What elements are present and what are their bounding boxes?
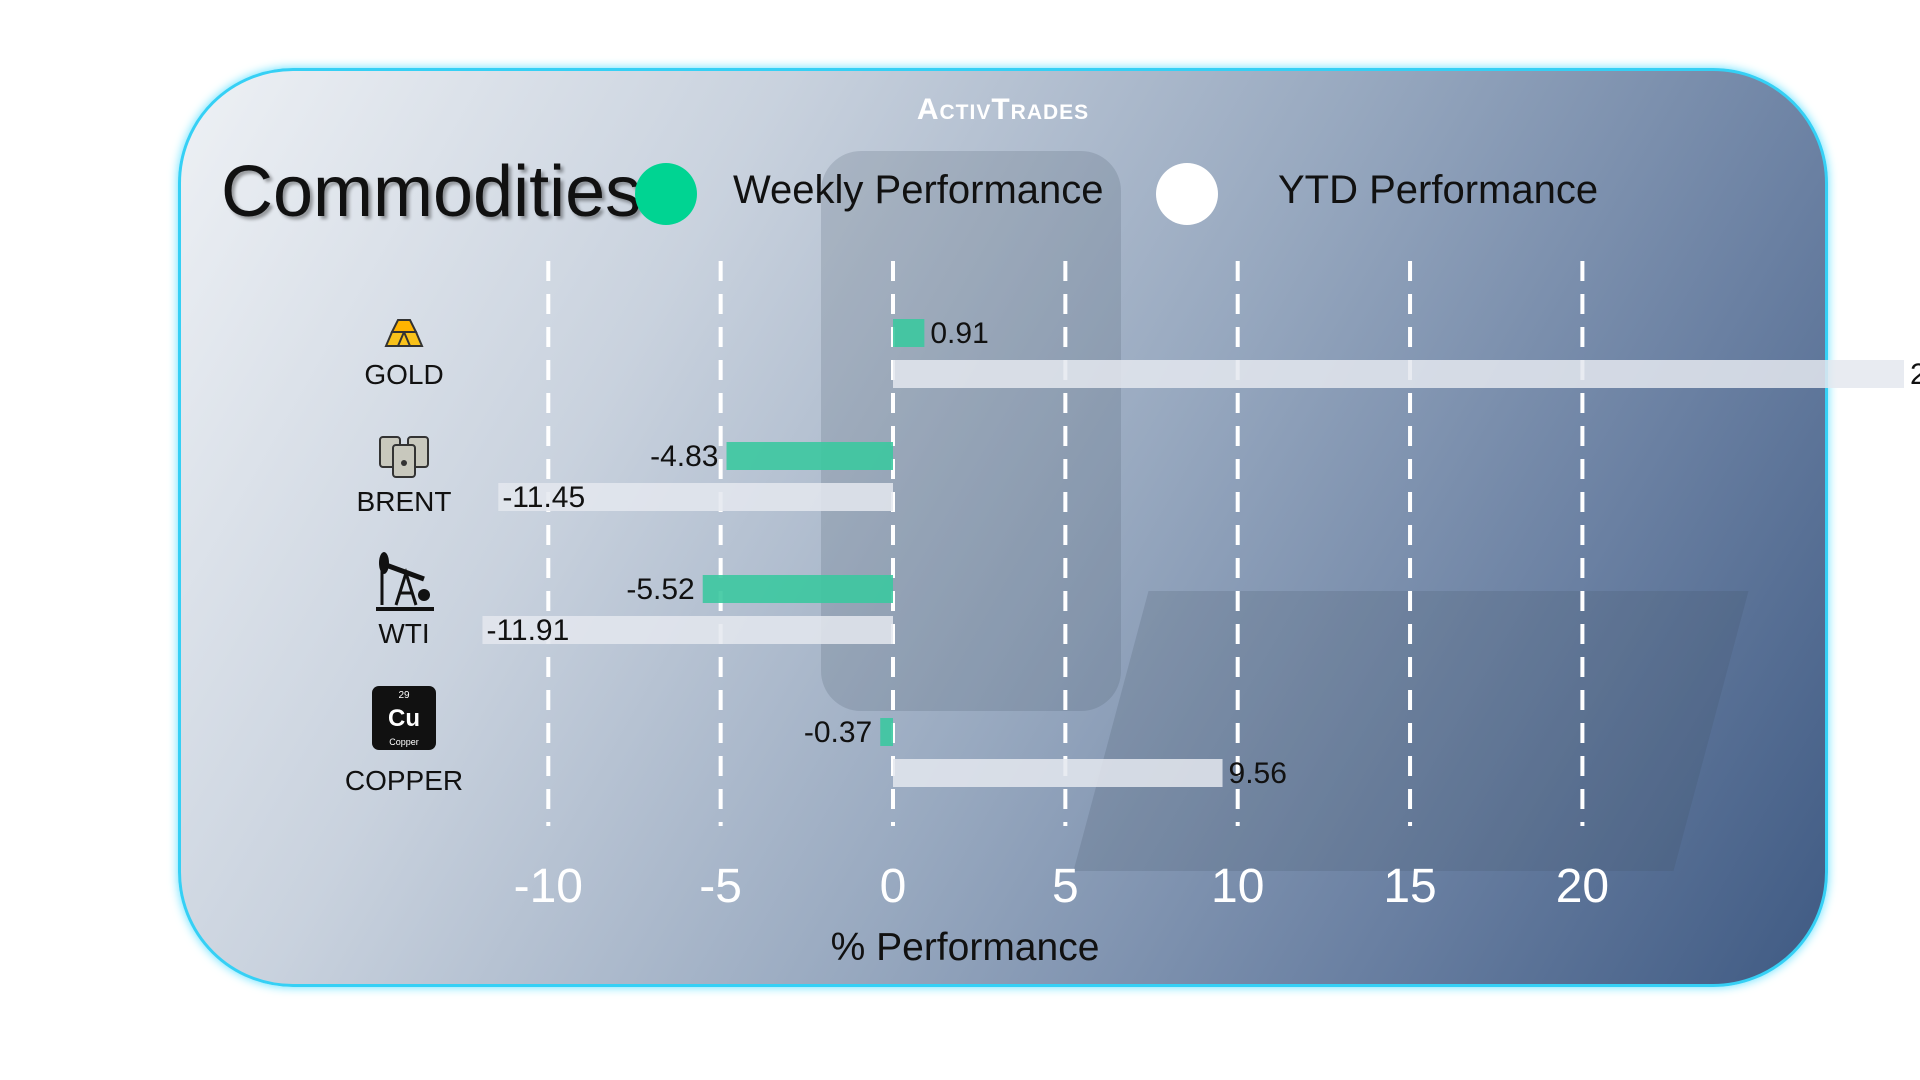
x-axis-label: % Performance: [831, 926, 1100, 969]
category-label-brent: BRENT: [357, 486, 452, 517]
chart-title: Commodities: [221, 152, 642, 232]
legend-weekly-label: Weekly Performance: [733, 168, 1104, 212]
brand-logo: ActivTrades: [916, 93, 1090, 126]
ytd-bar-gold: [893, 360, 1905, 388]
legend-ytd-label: YTD Performance: [1278, 168, 1599, 212]
weekly-bar-gold: [893, 319, 925, 347]
x-tick-label: 15: [1383, 860, 1436, 913]
x-tick-label: 0: [880, 860, 907, 913]
svg-text:Copper: Copper: [389, 737, 419, 747]
oil-pump-icon: [376, 552, 434, 611]
svg-text:29: 29: [398, 690, 410, 701]
x-tick-label: 5: [1052, 860, 1079, 913]
category-label-copper: COPPER: [345, 765, 463, 796]
legend-weekly-swatch: [635, 163, 697, 225]
ytd-bar-copper: [893, 759, 1223, 787]
ytd-value-label: -11.45: [502, 481, 585, 514]
category-label-wti: WTI: [378, 618, 429, 649]
copper-element-icon: 29 Cu Copper: [372, 686, 436, 750]
ytd-bar-brent: [498, 483, 893, 511]
svg-text:Cu: Cu: [388, 705, 420, 732]
gold-bars-icon: [384, 319, 424, 347]
weekly-value-label: -5.52: [626, 573, 694, 606]
x-tick-label: 20: [1556, 860, 1609, 913]
oil-barrels-icon: [379, 436, 429, 478]
legend-ytd-swatch: [1156, 163, 1218, 225]
ytd-value-label: -11.91: [486, 614, 569, 647]
weekly-bar-wti: [702, 575, 893, 603]
weekly-value-label: 0.91: [930, 317, 988, 350]
x-tick-label: -10: [514, 860, 583, 913]
ytd-value-label: 9.56: [1229, 757, 1287, 790]
x-tick-label: 10: [1211, 860, 1264, 913]
x-tick-label: -5: [699, 860, 742, 913]
weekly-value-label: -0.37: [804, 716, 872, 749]
weekly-bar-brent: [726, 442, 893, 470]
ytd-value-label: 29.33: [1910, 358, 1920, 391]
category-label-gold: GOLD: [364, 359, 443, 390]
ytd-bar-wti: [482, 616, 893, 644]
weekly-value-label: -4.83: [650, 440, 718, 473]
weekly-bar-copper: [880, 718, 893, 746]
